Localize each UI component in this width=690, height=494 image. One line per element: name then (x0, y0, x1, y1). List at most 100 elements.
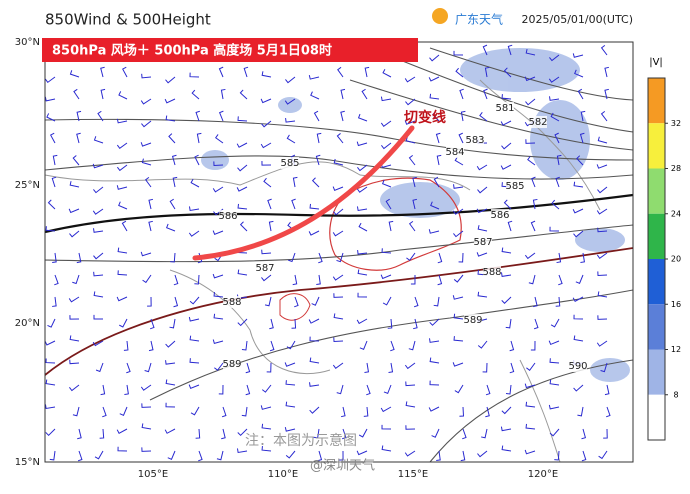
logo-text: 广东天气 (455, 12, 503, 27)
wind-barb (122, 66, 128, 78)
wind-barb (356, 206, 368, 212)
wind-barb (140, 142, 152, 147)
wind-barb (141, 447, 152, 452)
wind-barb (525, 423, 536, 430)
wind-barb (239, 221, 248, 232)
wind-barb (453, 230, 464, 238)
wind-barb (52, 296, 57, 307)
wind-barb (528, 274, 536, 285)
contour-588 (44, 247, 634, 376)
wind-barb (357, 292, 368, 298)
wind-barb (503, 67, 512, 78)
contour-label: 582 (528, 117, 547, 128)
wind-barb (165, 115, 176, 122)
colorbar-segment (648, 259, 665, 305)
wind-barb (93, 228, 104, 233)
wind-barb (173, 274, 179, 286)
contour-label-bg (529, 116, 547, 128)
wind-barb (530, 220, 536, 232)
wind-barb (221, 406, 227, 418)
guangdong-outline (329, 177, 462, 271)
wind-barb (116, 164, 128, 172)
wind-barb (116, 428, 128, 434)
wind-barb (382, 68, 392, 78)
wind-barb (501, 406, 512, 415)
wind-barb (47, 199, 56, 210)
wind-barb (530, 340, 536, 351)
wind-barb (333, 208, 344, 216)
wind-barb (284, 98, 296, 105)
wind-barb (363, 406, 369, 417)
wind-barb (44, 340, 56, 346)
wind-barb (572, 53, 584, 58)
map-bg (45, 42, 633, 462)
wind-barb (239, 89, 248, 100)
contour-label-bg (491, 209, 509, 221)
wind-barb (381, 142, 392, 150)
wind-barb (165, 402, 176, 408)
wind-barb (170, 252, 176, 263)
wind-barb (340, 88, 346, 100)
wind-barb (477, 186, 488, 194)
wind-barb (452, 362, 464, 367)
wind-barb (311, 296, 320, 306)
wind-barb (215, 134, 224, 144)
wind-barb (452, 295, 464, 300)
wind-barb (188, 230, 200, 237)
wind-barb (260, 142, 272, 149)
colorbar-segment (648, 168, 665, 214)
wind-barb (308, 230, 320, 236)
wind-barb (459, 88, 464, 100)
wind-barb (69, 384, 80, 392)
wind-barb (309, 203, 320, 210)
wind-barb (429, 54, 440, 62)
wind-barb (141, 158, 152, 166)
contour-586 (44, 193, 634, 234)
wind-barb (555, 296, 561, 307)
wind-barb (333, 337, 344, 343)
wind-barb (453, 274, 464, 283)
wind-barb (501, 247, 512, 254)
wind-barb (357, 249, 368, 255)
wind-barb (408, 220, 416, 232)
wind-barb (604, 384, 610, 396)
wind-barb (147, 296, 152, 307)
wind-barb (548, 76, 560, 83)
wind-barb (148, 198, 154, 210)
wind-barb (455, 67, 464, 78)
wind-barb (554, 450, 560, 461)
wind-barb (212, 186, 224, 193)
wind-barb (428, 229, 440, 234)
wind-barb (99, 428, 105, 439)
contour-label: 581 (495, 103, 514, 114)
contour-label: 585 (505, 181, 524, 192)
contour-label-bg (483, 266, 501, 278)
wind-barb (597, 271, 608, 276)
wind-barb (460, 450, 466, 462)
wind-barb (93, 252, 104, 260)
wind-barb (141, 423, 152, 430)
wind-barb (482, 362, 488, 373)
wind-barb (189, 296, 200, 305)
contour-label-bg (219, 210, 237, 222)
wind-barb (501, 445, 512, 452)
wind-barb (600, 110, 608, 122)
wind-barb (572, 208, 584, 214)
wind-barb (432, 111, 440, 122)
banner-bg (42, 38, 418, 62)
wind-barb (556, 252, 562, 264)
wind-barb (573, 230, 584, 238)
contour-label-bg (256, 262, 274, 274)
wind-barb (69, 181, 80, 188)
wind-barb (533, 318, 539, 330)
wind-barb (220, 88, 226, 100)
wind-barb (405, 381, 416, 387)
wind-barb (93, 271, 104, 277)
wind-barb (44, 76, 56, 84)
contour-label: 587 (473, 237, 492, 248)
wind-barb (310, 91, 320, 100)
wind-barb (116, 296, 128, 302)
lon-label: 110°E (268, 469, 298, 480)
wind-barb (412, 176, 417, 188)
wind-barb (359, 340, 368, 350)
